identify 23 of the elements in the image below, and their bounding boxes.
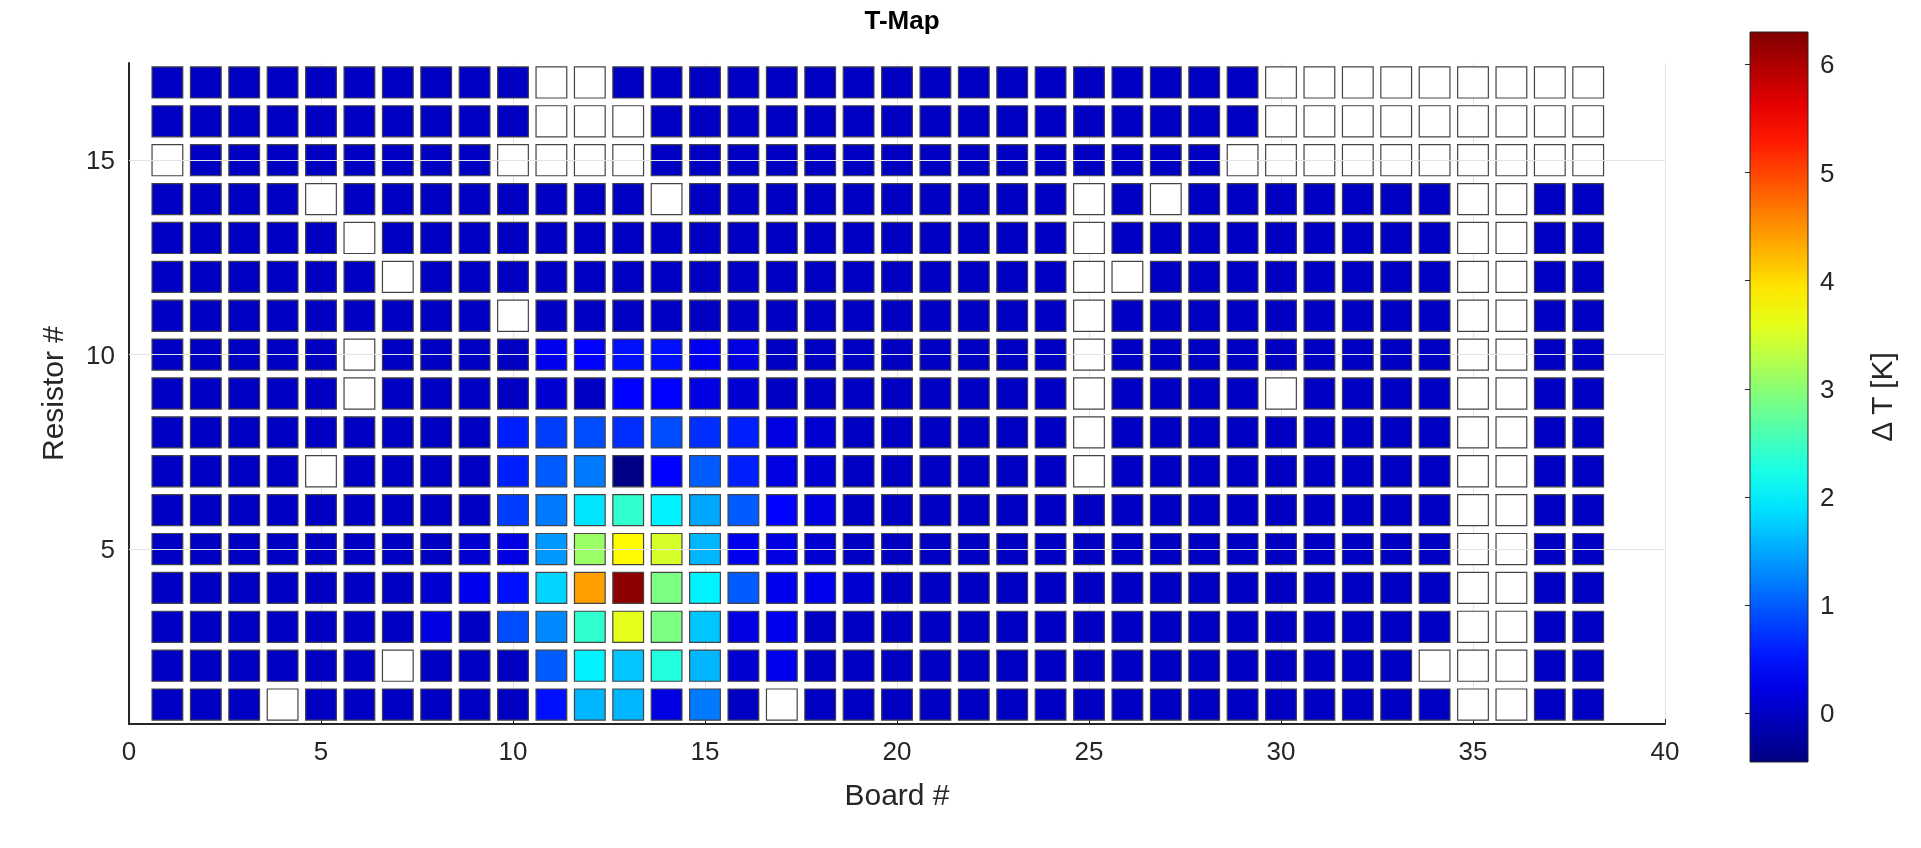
x-tick-label: 0 bbox=[121, 736, 137, 766]
x-axis-title: Board # bbox=[844, 777, 950, 811]
y-tick-label: 10 bbox=[86, 339, 115, 370]
x-tick-label: 5 bbox=[313, 736, 329, 766]
x-tick-label: 40 bbox=[1650, 736, 1680, 766]
y-axis-title: Resistor # bbox=[35, 325, 69, 462]
color-bar-label: 2 bbox=[1820, 482, 1835, 513]
y-tick-label: 15 bbox=[86, 145, 115, 176]
x-tick-label: 10 bbox=[498, 736, 528, 766]
color-bar-label: 0 bbox=[1820, 698, 1835, 729]
color-bar-label: 3 bbox=[1820, 373, 1835, 404]
chart-title: T-Map bbox=[864, 5, 940, 35]
x-tick-label: 30 bbox=[1266, 736, 1296, 766]
color-bar-label: 5 bbox=[1820, 157, 1835, 188]
y-tick-label: 5 bbox=[100, 534, 115, 565]
x-tick-label: 15 bbox=[690, 736, 720, 766]
color-bar-title: Δ T [K] bbox=[1864, 352, 1898, 442]
x-tick-label: 25 bbox=[1074, 736, 1104, 766]
x-tick-label: 35 bbox=[1458, 736, 1488, 766]
color-bar-label: 6 bbox=[1820, 49, 1835, 80]
color-bar-label: 4 bbox=[1820, 265, 1835, 296]
x-tick-label: 20 bbox=[882, 736, 912, 766]
color-bar-label: 1 bbox=[1820, 590, 1835, 621]
